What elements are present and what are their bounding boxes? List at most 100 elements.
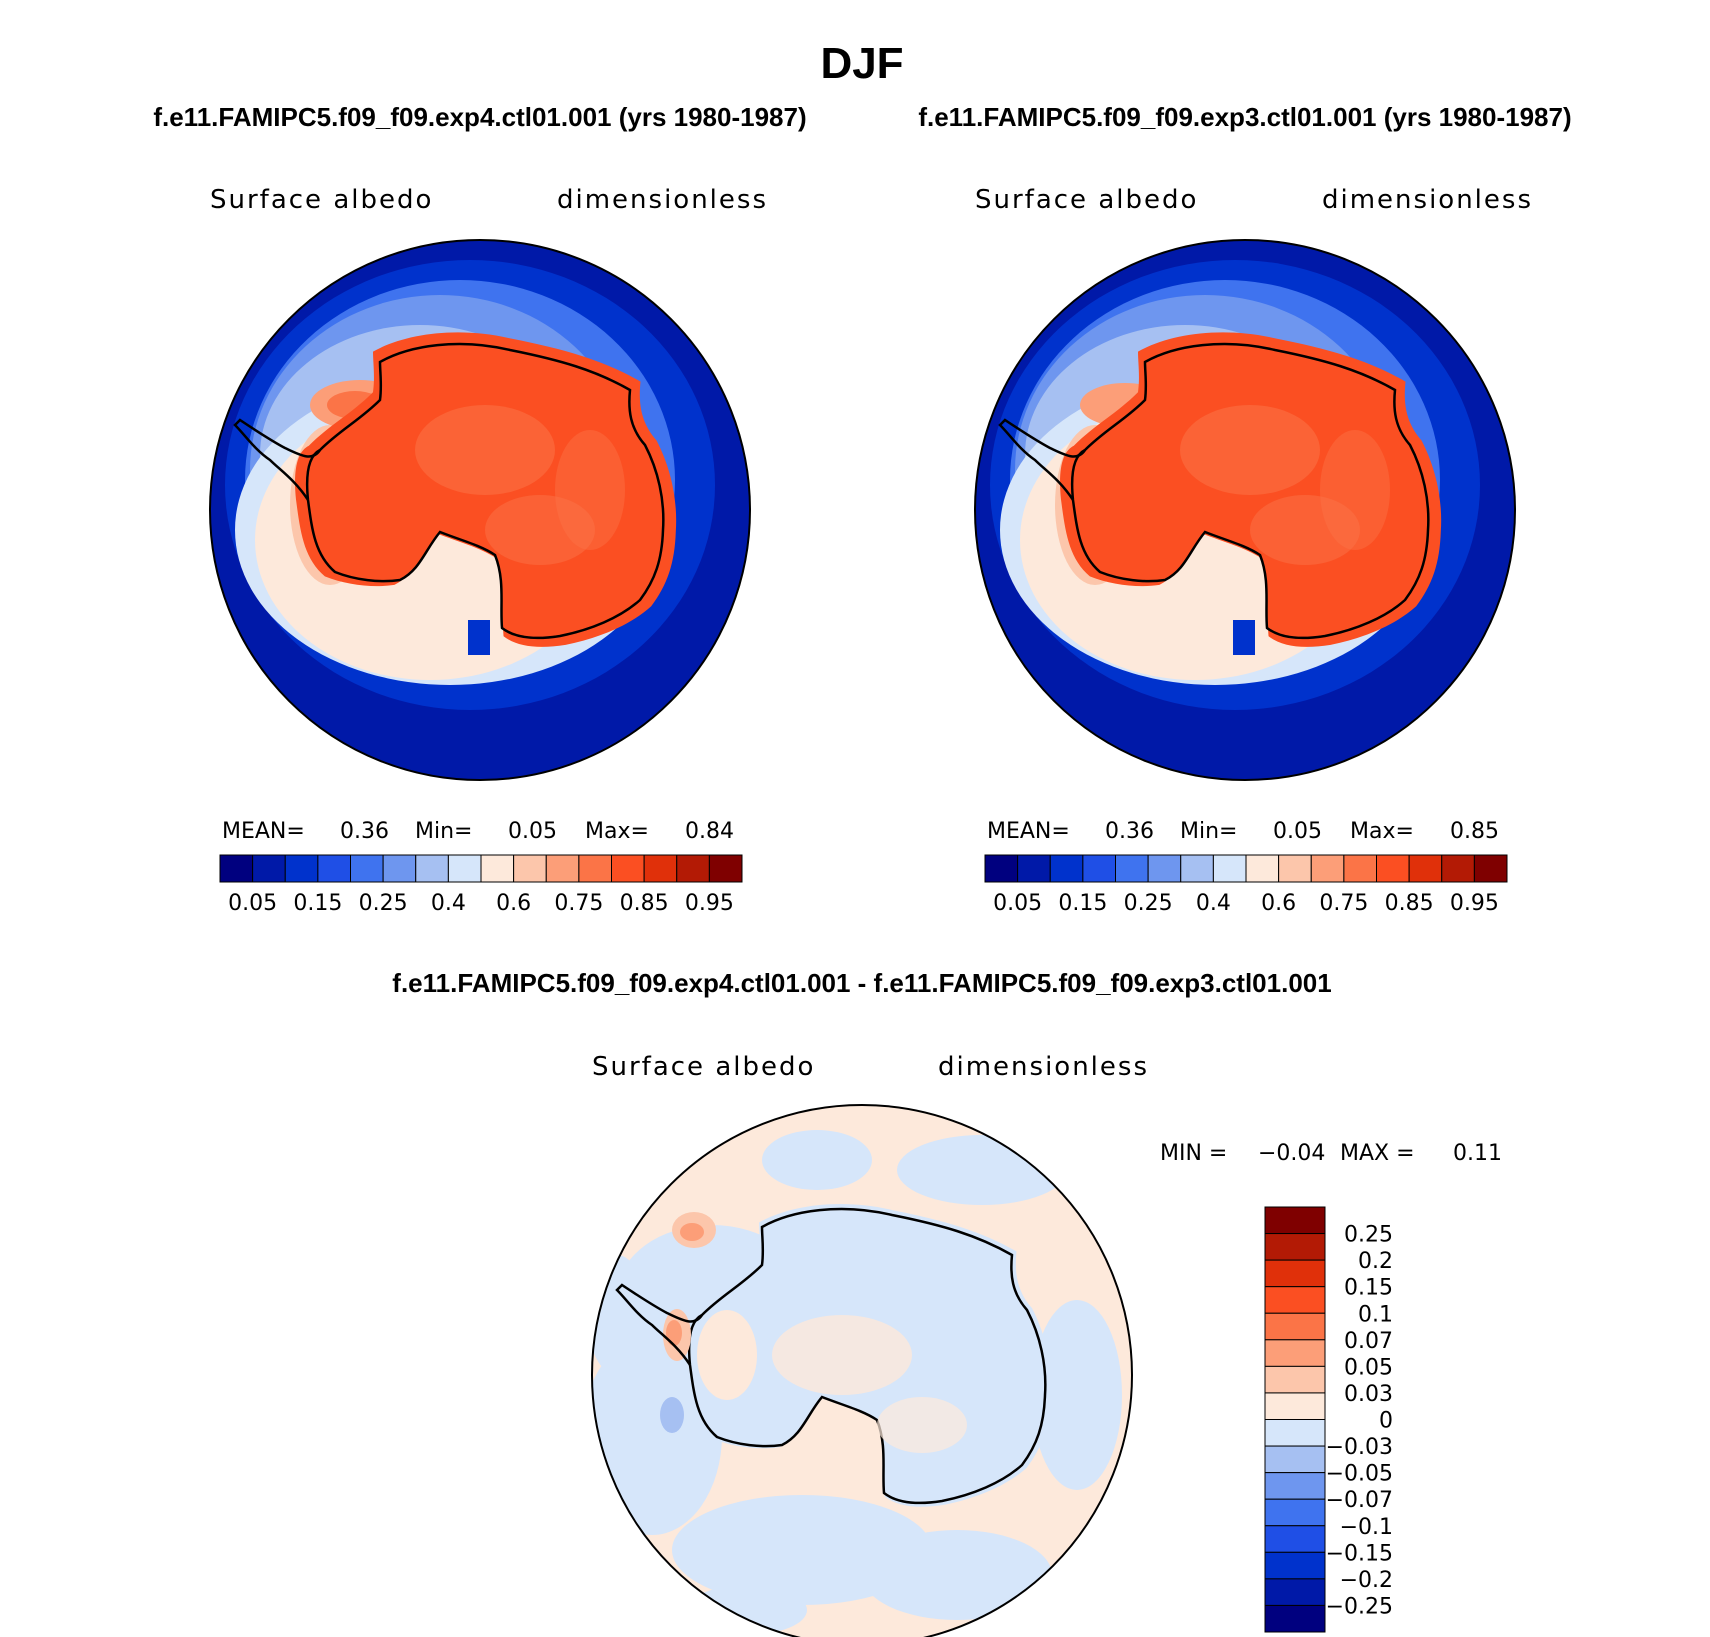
panel-2-colorbar-tick-label: 0.25	[1124, 891, 1173, 916]
panel-1-colorbar-swatch	[676, 854, 710, 883]
panel-1-max-label: Max=	[585, 819, 649, 844]
diff-colorbar-swatch	[1264, 1286, 1326, 1314]
diff-colorbar-tick-label: −0.2	[1340, 1568, 1393, 1593]
panel-1-colorbar-swatch	[447, 854, 482, 883]
panel-2-colorbar-swatch	[984, 854, 1019, 883]
panel-1-case-title: f.e11.FAMIPC5.f09_f09.exp4.ctl01.001 (yr…	[153, 102, 806, 132]
panel-2-colorbar-swatch	[1441, 854, 1475, 883]
panel-1-colorbar-swatch	[611, 854, 645, 883]
panel-1-units: dimensionless	[557, 185, 768, 215]
diff-colorbar-tick-label: 0.03	[1344, 1382, 1393, 1407]
panel-1-colorbar-swatch	[578, 854, 612, 883]
diff-colorbar-tick-label: −0.07	[1326, 1488, 1393, 1513]
panel-2-colorbar-swatch	[1115, 854, 1149, 883]
diff-colorbar-swatch	[1264, 1472, 1326, 1500]
diff-max-value: 0.11	[1453, 1141, 1502, 1166]
diff-colorbar-swatch	[1264, 1365, 1326, 1394]
diff-colorbar-tick-label: 0.07	[1344, 1329, 1393, 1354]
panel-1-colorbar: 0.05 0.15 0.25 0.4 0.6 0.75 0.85 0.95	[219, 854, 743, 916]
panel-2-mean-value: 0.36	[1105, 819, 1154, 844]
panel-2-colorbar-tick-label: 0.4	[1196, 891, 1231, 916]
diff-colorbar-tick-label: −0.05	[1326, 1462, 1393, 1487]
panel-1-mean-label: MEAN=	[222, 819, 305, 844]
figure-title: DJF	[820, 39, 903, 88]
diff-colorbar-swatch	[1264, 1578, 1326, 1606]
panel-2-map	[974, 239, 1516, 781]
diff-colorbar-tick-label: −0.03	[1326, 1435, 1393, 1460]
panel-1-colorbar-tick-label: 0.95	[685, 891, 734, 916]
diff-colorbar-swatch	[1264, 1339, 1326, 1367]
panel-1-colorbar-tick-label: 0.15	[293, 891, 342, 916]
panel-2-min-value: 0.05	[1273, 819, 1322, 844]
panel-1-colorbar-swatch	[545, 854, 580, 883]
panel-2-max-value: 0.85	[1450, 819, 1499, 844]
panel-1-colorbar-swatch	[513, 854, 547, 883]
diff-colorbar-tick-label: −0.25	[1326, 1594, 1393, 1619]
panel-2-colorbar-swatch	[1278, 854, 1312, 883]
panel-2-colorbar-tick-label: 0.05	[993, 891, 1042, 916]
diff-colorbar-swatch	[1264, 1312, 1326, 1341]
panel-2-colorbar-swatch	[1408, 854, 1443, 883]
panel-2-colorbar-swatch	[1310, 854, 1345, 883]
panel-2-colorbar-swatch	[1147, 854, 1182, 883]
panel-2-colorbar-swatch	[1212, 854, 1247, 883]
panel-2-colorbar-swatch	[1180, 854, 1214, 883]
panel-2-variable: Surface albedo	[975, 185, 1198, 215]
diff-colorbar-swatch	[1264, 1445, 1326, 1474]
panel-2-mean-label: MEAN=	[987, 819, 1070, 844]
panel-2-colorbar-tick-label: 0.6	[1261, 891, 1296, 916]
panel-1-variable: Surface albedo	[210, 185, 433, 215]
diff-max-label: MAX =	[1340, 1141, 1415, 1166]
panel-1-stats: MEAN= 0.36 Min= 0.05 Max= 0.84	[222, 819, 734, 844]
panel-1-min-value: 0.05	[508, 819, 557, 844]
diff-title: f.e11.FAMIPC5.f09_f09.exp4.ctl01.001 - f…	[392, 968, 1331, 998]
panel-1-map	[209, 239, 751, 781]
panel-2-colorbar-tick-label: 0.15	[1058, 891, 1107, 916]
panel-1-colorbar-swatch	[415, 854, 449, 883]
panel-1-colorbar-tick-label: 0.05	[228, 891, 277, 916]
panel-2-units: dimensionless	[1322, 185, 1533, 215]
diff-colorbar: 0.250.20.150.10.070.050.030−0.03−0.05−0.…	[1264, 1206, 1393, 1633]
panel-2-colorbar-swatch	[1473, 854, 1508, 883]
panel-1-colorbar-tick-label: 0.4	[431, 891, 466, 916]
panel-2-stats: MEAN= 0.36 Min= 0.05 Max= 0.85	[987, 819, 1499, 844]
panel-2-colorbar-tick-label: 0.85	[1385, 891, 1434, 916]
panel-2-colorbar: 0.05 0.15 0.25 0.4 0.6 0.75 0.85 0.95	[984, 854, 1508, 916]
panel-2-colorbar-swatch	[1017, 854, 1051, 883]
panel-1-colorbar-swatch	[643, 854, 678, 883]
panel-1-max-value: 0.84	[685, 819, 734, 844]
panel-2-case-title: f.e11.FAMIPC5.f09_f09.exp3.ctl01.001 (yr…	[918, 102, 1571, 132]
panel-2-colorbar-tick-label: 0.75	[1319, 891, 1368, 916]
panel-1-colorbar-swatch	[350, 854, 384, 883]
panel-2-colorbar-swatch	[1245, 854, 1280, 883]
panel-1-colorbar-swatch	[708, 854, 743, 883]
diff-colorbar-swatch	[1264, 1419, 1326, 1447]
panel-2-colorbar-swatch	[1343, 854, 1377, 883]
diff-colorbar-swatch	[1264, 1392, 1326, 1420]
panel-1-colorbar-swatch	[252, 854, 286, 883]
diff-stats: MIN = −0.04 MAX = 0.11	[1160, 1141, 1502, 1166]
diff-colorbar-tick-label: −0.1	[1340, 1515, 1393, 1540]
panel-2-colorbar-swatch	[1049, 854, 1084, 883]
panel-2-max-label: Max=	[1350, 819, 1414, 844]
panel-1-colorbar-swatch	[219, 854, 254, 883]
diff-colorbar-tick-label: 0.2	[1358, 1249, 1393, 1274]
diff-min-value: −0.04	[1258, 1141, 1325, 1166]
diff-colorbar-swatch	[1264, 1551, 1326, 1580]
panel-1-colorbar-swatch	[317, 854, 351, 883]
diff-colorbar-tick-label: 0.05	[1344, 1355, 1393, 1380]
diff-colorbar-swatch	[1264, 1233, 1326, 1261]
diff-colorbar-tick-label: 0	[1379, 1409, 1393, 1434]
panel-1-colorbar-tick-label: 0.85	[620, 891, 669, 916]
panel-1-colorbar-swatch	[284, 854, 319, 883]
panel-2-min-label: Min=	[1180, 819, 1237, 844]
panel-1-mean-value: 0.36	[340, 819, 389, 844]
panel-2-colorbar-swatch	[1376, 854, 1410, 883]
diff-colorbar-tick-label: 0.15	[1344, 1276, 1393, 1301]
diff-variable: Surface albedo	[592, 1052, 815, 1082]
diff-colorbar-tick-label: 0.1	[1358, 1302, 1393, 1327]
panel-1-colorbar-tick-label: 0.6	[496, 891, 531, 916]
panel-2-colorbar-tick-label: 0.95	[1450, 891, 1499, 916]
diff-colorbar-swatch	[1264, 1525, 1326, 1553]
diff-colorbar-swatch	[1264, 1206, 1326, 1235]
